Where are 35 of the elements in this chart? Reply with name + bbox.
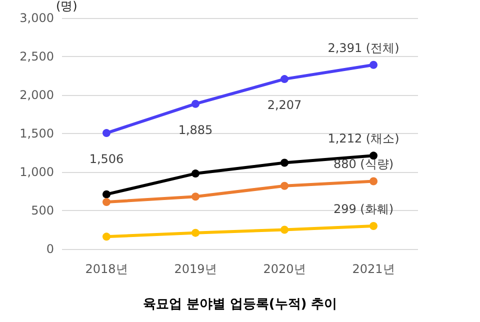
y-tick-label: 2,500 — [20, 50, 54, 64]
y-tick-label: 1,500 — [20, 126, 54, 140]
point — [102, 198, 110, 206]
text: 299 (화훼) — [333, 202, 394, 216]
point — [280, 158, 288, 167]
point — [370, 177, 378, 186]
y-tick-label: 500 — [31, 204, 54, 218]
point — [370, 222, 378, 230]
point — [192, 170, 200, 178]
point — [280, 75, 288, 84]
text: 육묘업 분야별 업등록(누적) 추이 — [142, 297, 338, 312]
point — [280, 226, 288, 234]
data-label: 1,506 — [89, 152, 124, 166]
data-label: 1,885 — [178, 122, 213, 137]
point — [280, 182, 288, 190]
x-tick-label: 2018년 — [85, 262, 128, 276]
text: 2,391 (전체) — [328, 40, 400, 55]
text: 880 (식량) — [333, 157, 394, 172]
point — [192, 192, 200, 201]
text: 1,212 (채소) — [328, 132, 400, 146]
x-tick-label: 2019년 — [174, 262, 217, 276]
point — [102, 190, 110, 198]
y-tick-label: 1,000 — [20, 165, 54, 179]
point — [192, 100, 200, 108]
x-tick-label: 2020년 — [263, 262, 306, 276]
data-label: 2,207 — [267, 98, 302, 112]
point — [102, 129, 110, 138]
point — [192, 228, 200, 237]
x-tick-label: 2021년 — [352, 262, 395, 276]
point — [370, 60, 378, 69]
y-tick-label: 3,000 — [20, 11, 54, 25]
y-axis-title: (명) — [56, 0, 78, 14]
y-tick-label: 2,000 — [20, 88, 54, 102]
y-tick-label: 0 — [46, 242, 54, 256]
point — [102, 232, 110, 241]
